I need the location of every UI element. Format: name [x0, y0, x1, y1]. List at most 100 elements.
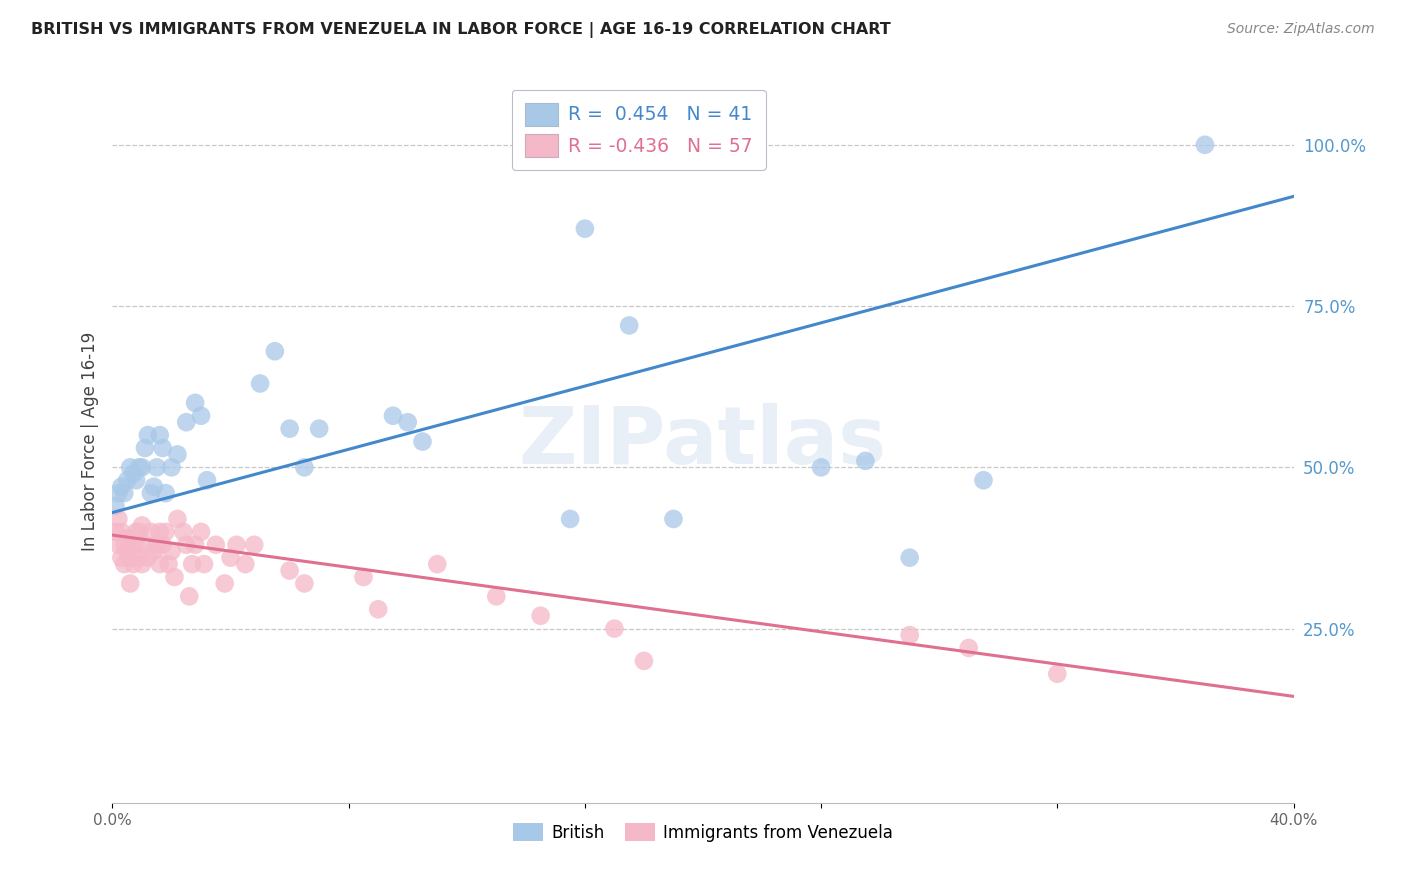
Point — [179, 590, 201, 604]
Point — [112, 538, 135, 552]
Point — [166, 512, 188, 526]
Point — [193, 557, 215, 571]
Point — [125, 538, 148, 552]
Point — [810, 460, 832, 475]
Point — [149, 428, 172, 442]
Point — [603, 622, 626, 636]
Point — [174, 415, 197, 429]
Point — [117, 531, 138, 545]
Point — [152, 538, 174, 552]
Point — [152, 441, 174, 455]
Point — [352, 570, 374, 584]
Point — [128, 524, 150, 539]
Point — [190, 409, 212, 423]
Point — [249, 376, 271, 391]
Point — [122, 557, 145, 571]
Point — [120, 460, 142, 475]
Point — [125, 524, 148, 539]
Point — [184, 538, 207, 552]
Point — [120, 550, 142, 565]
Point — [139, 486, 162, 500]
Point — [157, 557, 180, 571]
Point — [367, 602, 389, 616]
Point — [574, 221, 596, 235]
Text: Source: ZipAtlas.com: Source: ZipAtlas.com — [1227, 22, 1375, 37]
Point — [117, 544, 138, 558]
Point — [149, 524, 172, 539]
Point — [136, 428, 159, 442]
Point — [308, 422, 330, 436]
Point — [898, 628, 921, 642]
Point — [396, 415, 419, 429]
Point — [107, 512, 129, 526]
Point — [125, 473, 148, 487]
Point — [104, 524, 127, 539]
Text: BRITISH VS IMMIGRANTS FROM VENEZUELA IN LABOR FORCE | AGE 16-19 CORRELATION CHAR: BRITISH VS IMMIGRANTS FROM VENEZUELA IN … — [31, 22, 890, 38]
Point — [172, 524, 194, 539]
Point — [382, 409, 405, 423]
Point — [292, 460, 315, 475]
Point — [485, 590, 508, 604]
Point — [957, 640, 980, 655]
Point — [128, 550, 150, 565]
Point — [1046, 666, 1069, 681]
Point — [139, 524, 162, 539]
Point — [134, 538, 156, 552]
Point — [181, 557, 204, 571]
Point — [110, 524, 132, 539]
Point — [112, 486, 135, 500]
Point — [122, 538, 145, 552]
Point — [166, 447, 188, 461]
Point — [104, 499, 127, 513]
Point — [117, 473, 138, 487]
Point — [155, 486, 177, 500]
Point — [426, 557, 449, 571]
Point — [190, 524, 212, 539]
Point — [529, 608, 551, 623]
Point — [131, 460, 153, 475]
Point — [278, 422, 301, 436]
Point — [107, 538, 129, 552]
Point — [142, 480, 165, 494]
Point — [131, 557, 153, 571]
Point — [558, 512, 582, 526]
Point — [225, 538, 247, 552]
Point — [136, 550, 159, 565]
Point — [160, 544, 183, 558]
Point — [243, 538, 266, 552]
Point — [146, 538, 169, 552]
Point — [149, 557, 172, 571]
Point — [160, 460, 183, 475]
Point — [205, 538, 228, 552]
Point — [264, 344, 287, 359]
Point — [214, 576, 236, 591]
Point — [898, 550, 921, 565]
Point — [233, 557, 256, 571]
Point — [107, 486, 129, 500]
Text: ZIPatlas: ZIPatlas — [519, 402, 887, 481]
Point — [131, 518, 153, 533]
Point — [662, 512, 685, 526]
Point — [174, 538, 197, 552]
Point — [112, 557, 135, 571]
Point — [633, 654, 655, 668]
Point — [110, 550, 132, 565]
Point — [163, 570, 186, 584]
Point — [278, 564, 301, 578]
Point — [973, 473, 995, 487]
Point — [146, 460, 169, 475]
Point — [292, 576, 315, 591]
Point — [134, 441, 156, 455]
Point — [184, 396, 207, 410]
Legend: British, Immigrants from Venezuela: British, Immigrants from Venezuela — [506, 817, 900, 848]
Y-axis label: In Labor Force | Age 16-19: In Labor Force | Age 16-19 — [80, 332, 98, 551]
Point — [128, 460, 150, 475]
Point — [120, 576, 142, 591]
Point — [195, 473, 218, 487]
Point — [1194, 137, 1216, 152]
Point — [110, 480, 132, 494]
Point — [122, 467, 145, 481]
Point — [619, 318, 641, 333]
Point — [155, 524, 177, 539]
Point — [219, 550, 242, 565]
